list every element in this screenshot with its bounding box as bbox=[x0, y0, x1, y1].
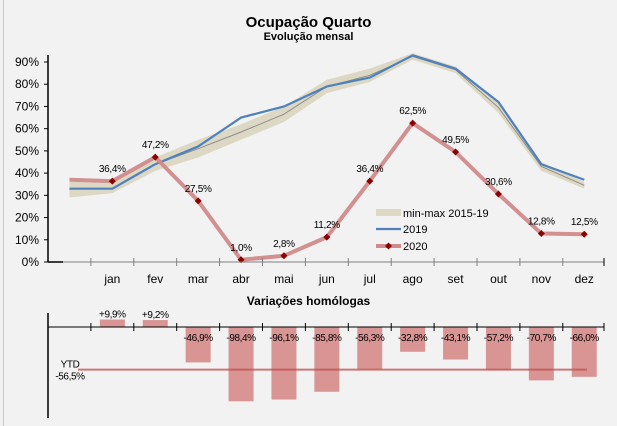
chart-frame bbox=[3, 0, 617, 426]
data-label-2020-jun: 11,2% bbox=[314, 220, 341, 231]
data-label-2020-set: 49,5% bbox=[442, 135, 469, 146]
point-2020-jul bbox=[366, 177, 374, 185]
y-tick-label: 20% bbox=[15, 211, 39, 225]
y-tick-label: 50% bbox=[15, 144, 39, 158]
bar-abr bbox=[228, 327, 254, 402]
x-tick-label-abr: abr bbox=[232, 272, 249, 286]
bar-fev bbox=[142, 320, 168, 327]
bar-label-nov: -70,7% bbox=[527, 333, 557, 344]
point-2020-jan bbox=[108, 177, 116, 185]
bar-out bbox=[485, 327, 511, 371]
point-2020-ago bbox=[409, 119, 417, 127]
data-label-2020-abr: 1,0% bbox=[230, 243, 252, 254]
bar-label-out: -57,2% bbox=[484, 333, 514, 344]
point-2020-jun bbox=[323, 233, 331, 241]
data-label-2020-ago: 62,5% bbox=[399, 106, 426, 117]
bar-label-fev: +9,2% bbox=[142, 310, 169, 321]
bar-label-jun: -85,8% bbox=[312, 333, 342, 344]
point-2020-set bbox=[452, 148, 460, 156]
bar-dez bbox=[571, 327, 597, 377]
y-tick-label: 80% bbox=[15, 77, 39, 91]
legend-label-2019: 2019 bbox=[403, 224, 427, 236]
ytd-value-label: -56,5% bbox=[55, 372, 85, 383]
bar-mai bbox=[271, 327, 297, 400]
x-tick-label-jul: jul bbox=[363, 272, 376, 286]
bar-jun bbox=[314, 327, 340, 392]
y-tick-label: 70% bbox=[15, 99, 39, 113]
bar-label-mar: -46,9% bbox=[184, 333, 214, 344]
ytd-label: YTD bbox=[61, 360, 80, 371]
minmax-band bbox=[69, 53, 585, 198]
y-tick-label: 40% bbox=[15, 166, 39, 180]
data-label-2020-jul: 36,4% bbox=[356, 164, 383, 175]
chart-title: Ocupação Quarto bbox=[245, 14, 372, 31]
bar-mar bbox=[185, 327, 211, 363]
point-2020-mar bbox=[194, 197, 202, 205]
y-tick-label: 60% bbox=[15, 122, 39, 136]
bar-label-mai: -96,1% bbox=[269, 333, 299, 344]
chart-subtitle: Evolução mensal bbox=[263, 31, 354, 43]
x-tick-label-mai: mai bbox=[274, 272, 293, 286]
x-tick-label-set: set bbox=[448, 272, 465, 286]
variations-title: Variações homólogas bbox=[246, 294, 371, 308]
legend-label-2020: 2020 bbox=[403, 241, 427, 253]
point-2020-dez bbox=[580, 230, 588, 238]
y-tick-label: 0% bbox=[22, 255, 40, 269]
bar-set bbox=[443, 327, 469, 360]
legend-label-band: min-max 2015-19 bbox=[403, 208, 489, 220]
data-label-2020-fev: 47,2% bbox=[142, 140, 169, 151]
x-tick-label-out: out bbox=[490, 272, 507, 286]
bar-label-jan: +9,9% bbox=[99, 310, 126, 321]
x-tick-label-dez: dez bbox=[575, 272, 594, 286]
data-label-2020-mar: 27,5% bbox=[185, 184, 212, 195]
y-tick-label: 10% bbox=[15, 233, 39, 247]
point-2020-fev bbox=[151, 153, 159, 161]
bar-label-ago: -32,8% bbox=[398, 333, 428, 344]
data-label-2020-mai: 2,8% bbox=[273, 239, 295, 250]
bar-ago bbox=[400, 327, 426, 352]
legend-swatch-band bbox=[376, 209, 401, 216]
bar-label-jul: -56,3% bbox=[355, 333, 385, 344]
point-2020-out bbox=[494, 190, 502, 198]
bar-label-set: -43,1% bbox=[441, 333, 471, 344]
bar-label-dez: -66,0% bbox=[570, 333, 600, 344]
data-label-2020-jan: 36,4% bbox=[99, 164, 126, 175]
legend-marker-2020 bbox=[385, 242, 392, 250]
x-tick-label-ago: ago bbox=[403, 272, 423, 286]
bar-nov bbox=[528, 327, 554, 381]
x-tick-label-nov: nov bbox=[532, 272, 551, 286]
line-2019 bbox=[69, 54, 585, 190]
x-tick-label-fev: fev bbox=[147, 272, 163, 286]
y-tick-label: 90% bbox=[15, 55, 39, 69]
x-tick-label-jan: jan bbox=[103, 272, 120, 286]
data-label-2020-nov: 12,8% bbox=[528, 217, 555, 228]
data-label-2020-out: 30,6% bbox=[485, 177, 512, 188]
bar-label-abr: -98,4% bbox=[226, 333, 256, 344]
legend: min-max 2015-19 2019 2020 bbox=[376, 208, 489, 253]
x-tick-label-jun: jun bbox=[318, 272, 335, 286]
x-tick-label-mar: mar bbox=[188, 272, 209, 286]
point-2020-mai bbox=[280, 252, 288, 260]
bar-jan bbox=[99, 319, 125, 327]
data-label-2020-dez: 12,5% bbox=[571, 217, 598, 228]
bar-jul bbox=[357, 327, 383, 370]
y-tick-label: 30% bbox=[15, 188, 39, 202]
point-2020-nov bbox=[537, 230, 545, 238]
